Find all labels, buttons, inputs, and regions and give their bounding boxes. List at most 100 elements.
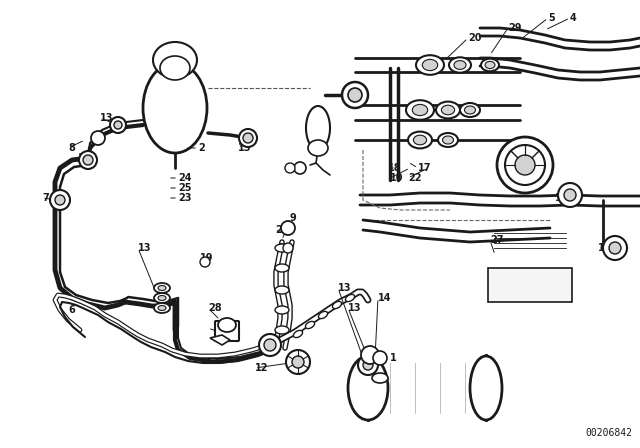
Ellipse shape: [454, 60, 466, 69]
Text: 9: 9: [290, 213, 297, 223]
Circle shape: [294, 162, 306, 174]
Ellipse shape: [416, 55, 444, 75]
Circle shape: [363, 360, 373, 370]
Circle shape: [239, 129, 257, 147]
Circle shape: [259, 334, 281, 356]
Ellipse shape: [442, 105, 454, 115]
Ellipse shape: [449, 57, 471, 73]
Ellipse shape: [154, 303, 170, 313]
Text: 25: 25: [178, 183, 191, 193]
Text: 10: 10: [390, 173, 403, 183]
Text: 26: 26: [522, 173, 536, 183]
Text: 4: 4: [570, 13, 577, 23]
Circle shape: [114, 121, 122, 129]
Ellipse shape: [154, 293, 170, 303]
Ellipse shape: [515, 155, 535, 175]
Text: 28: 28: [208, 303, 221, 313]
Text: 5: 5: [548, 13, 555, 23]
Ellipse shape: [319, 311, 328, 319]
Text: 22: 22: [408, 173, 422, 183]
Text: 8: 8: [68, 143, 75, 153]
Text: 18: 18: [218, 323, 232, 333]
Text: 12: 12: [255, 363, 269, 373]
Circle shape: [358, 355, 378, 375]
Ellipse shape: [293, 330, 303, 338]
Circle shape: [348, 88, 362, 102]
Ellipse shape: [406, 100, 434, 120]
Text: 16: 16: [278, 243, 291, 253]
FancyBboxPatch shape: [215, 321, 239, 341]
Ellipse shape: [218, 318, 236, 332]
Circle shape: [79, 151, 97, 169]
Text: 24: 24: [178, 173, 191, 183]
Circle shape: [286, 350, 310, 374]
Ellipse shape: [408, 132, 432, 148]
Text: 13: 13: [138, 243, 152, 253]
Text: 1: 1: [390, 353, 397, 363]
Circle shape: [200, 257, 210, 267]
Ellipse shape: [308, 140, 328, 156]
Ellipse shape: [306, 106, 330, 150]
Ellipse shape: [485, 61, 495, 69]
Circle shape: [55, 195, 65, 205]
Ellipse shape: [470, 356, 502, 420]
Text: 21: 21: [275, 225, 289, 235]
Text: 7: 7: [42, 193, 49, 203]
Circle shape: [373, 351, 387, 365]
Text: 11: 11: [598, 243, 611, 253]
Ellipse shape: [275, 306, 289, 314]
Ellipse shape: [436, 102, 460, 118]
Circle shape: [50, 190, 70, 210]
Ellipse shape: [346, 294, 355, 302]
Text: 13: 13: [100, 113, 113, 123]
Ellipse shape: [158, 296, 166, 301]
Text: 11: 11: [348, 83, 362, 93]
Circle shape: [83, 155, 93, 165]
Ellipse shape: [465, 106, 476, 114]
Text: 3: 3: [310, 143, 317, 153]
Ellipse shape: [442, 136, 454, 144]
Circle shape: [285, 163, 295, 173]
Text: 13: 13: [238, 143, 252, 153]
Text: 2: 2: [198, 143, 205, 153]
Text: 10: 10: [555, 193, 568, 203]
Ellipse shape: [153, 42, 197, 78]
Text: 15: 15: [365, 353, 378, 363]
Ellipse shape: [275, 264, 289, 272]
Text: 23: 23: [178, 193, 191, 203]
Circle shape: [91, 131, 105, 145]
Ellipse shape: [422, 60, 438, 71]
Ellipse shape: [372, 373, 388, 383]
Circle shape: [243, 133, 253, 143]
Ellipse shape: [275, 244, 289, 252]
Ellipse shape: [497, 137, 553, 193]
Ellipse shape: [412, 104, 428, 116]
Text: 27: 27: [490, 235, 504, 245]
Circle shape: [558, 183, 582, 207]
Bar: [368, 355, 486, 420]
Text: 13: 13: [78, 153, 92, 163]
Circle shape: [603, 236, 627, 260]
Ellipse shape: [348, 356, 388, 420]
Ellipse shape: [505, 145, 545, 185]
Circle shape: [609, 242, 621, 254]
Text: 29: 29: [508, 23, 522, 33]
Ellipse shape: [275, 326, 289, 334]
Ellipse shape: [481, 59, 499, 71]
Ellipse shape: [438, 133, 458, 147]
Circle shape: [361, 346, 379, 364]
Circle shape: [564, 189, 576, 201]
Circle shape: [342, 82, 368, 108]
Ellipse shape: [158, 306, 166, 310]
FancyBboxPatch shape: [488, 268, 572, 302]
Text: 17: 17: [418, 163, 431, 173]
Circle shape: [281, 221, 295, 235]
Text: 20: 20: [468, 33, 481, 43]
Ellipse shape: [305, 321, 315, 328]
Ellipse shape: [154, 283, 170, 293]
Text: 13: 13: [348, 303, 362, 313]
Text: 14: 14: [378, 293, 392, 303]
Text: 6: 6: [68, 305, 75, 315]
Circle shape: [292, 356, 304, 368]
Circle shape: [110, 117, 126, 133]
